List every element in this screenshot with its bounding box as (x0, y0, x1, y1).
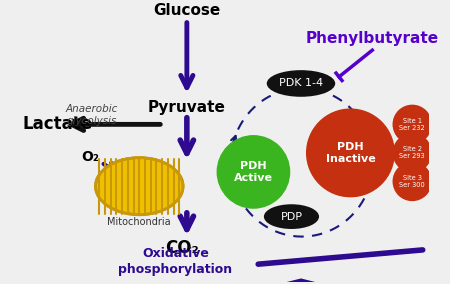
Text: CO₂: CO₂ (165, 239, 199, 257)
Text: Site 1
Ser 232: Site 1 Ser 232 (400, 118, 425, 131)
Ellipse shape (95, 158, 183, 215)
Circle shape (307, 109, 394, 197)
Text: Pyruvate: Pyruvate (148, 100, 226, 115)
Circle shape (217, 136, 289, 208)
Ellipse shape (267, 70, 335, 97)
Circle shape (393, 162, 431, 201)
Circle shape (393, 105, 431, 143)
Text: PDP: PDP (280, 212, 302, 222)
Circle shape (393, 134, 431, 172)
Text: PDH
Inactive: PDH Inactive (325, 142, 375, 164)
Text: Site 2
Ser 293: Site 2 Ser 293 (400, 146, 425, 159)
Text: Phenylbutyrate: Phenylbutyrate (306, 31, 439, 46)
Text: Site 3
Ser 300: Site 3 Ser 300 (400, 175, 425, 188)
Polygon shape (286, 278, 316, 282)
Text: O₂: O₂ (81, 150, 99, 164)
Text: Lactate: Lactate (22, 115, 92, 133)
Text: Anaerobic
glycolysis: Anaerobic glycolysis (66, 104, 118, 126)
Text: Oxidative
phosphorylation: Oxidative phosphorylation (118, 247, 233, 276)
Text: Mitochondria: Mitochondria (108, 217, 171, 227)
Text: Glucose: Glucose (153, 3, 220, 18)
Text: PDK 1-4: PDK 1-4 (279, 78, 323, 89)
Text: PDH
Active: PDH Active (234, 161, 273, 183)
Ellipse shape (264, 204, 319, 229)
